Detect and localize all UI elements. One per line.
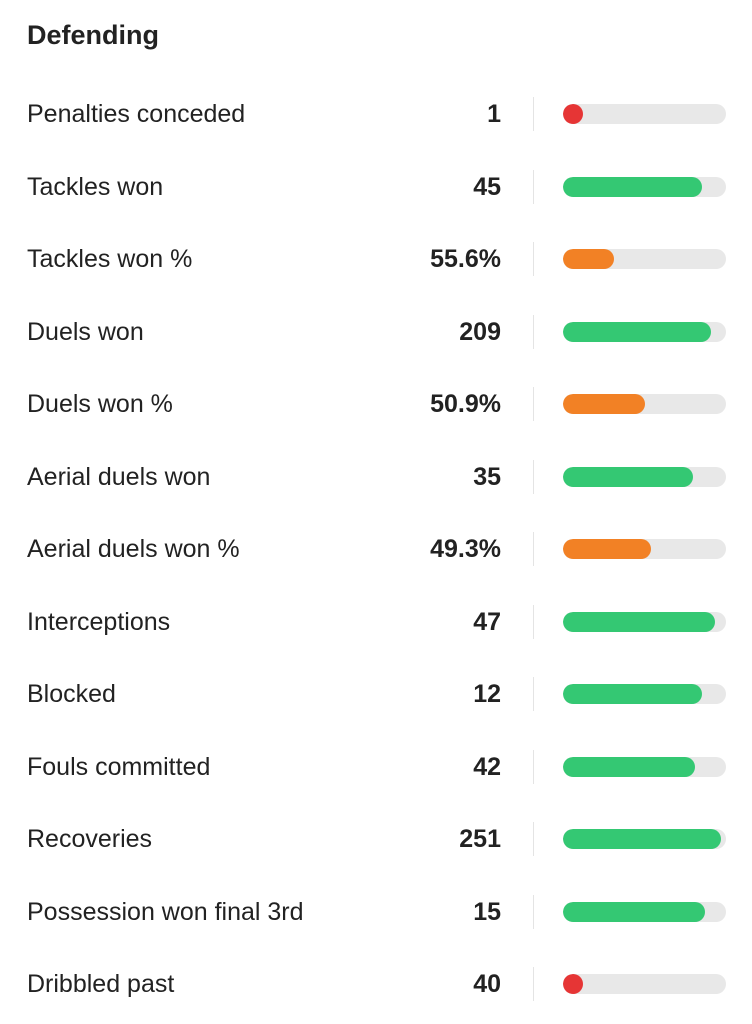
divider (533, 677, 534, 711)
stat-value: 1 (487, 100, 501, 128)
stat-label: Recoveries (27, 825, 153, 853)
stat-bar (563, 176, 726, 197)
stat-bar-fill (563, 684, 702, 704)
stat-label: Aerial duels won (27, 462, 211, 491)
section-title: Defending (27, 20, 159, 50)
stat-bar-fill (563, 394, 645, 414)
stat-value: 209 (459, 317, 501, 346)
stat-bar (563, 321, 726, 342)
stat-row-fouls-committed: Fouls committed 42 (0, 731, 752, 804)
stat-bar (563, 611, 726, 632)
stat-bar (563, 394, 726, 414)
stat-row-tackles-won: Tackles won 45 (0, 151, 752, 224)
stat-label: Possession won final 3rd (27, 897, 304, 926)
stat-label: Penalties conceded (27, 100, 246, 128)
stat-bar (563, 974, 726, 994)
stat-value: 45 (473, 172, 501, 201)
stat-bar (563, 684, 726, 704)
divider (533, 894, 534, 929)
stat-bar (563, 756, 726, 777)
stat-label: Tackles won % (27, 245, 193, 273)
stat-list: Penalties conceded 1 Tackles won 45 Tack… (0, 78, 752, 1021)
stat-value: 12 (473, 680, 501, 708)
stat-bar-fill (563, 756, 696, 777)
stat-label: Interceptions (27, 607, 171, 636)
stat-bar-fill (563, 829, 722, 849)
divider (533, 822, 534, 856)
stat-bar-fill (563, 249, 614, 269)
stat-bar (563, 466, 726, 487)
divider (533, 749, 534, 784)
stat-row-duels-won: Duels won 209 (0, 296, 752, 369)
divider (533, 532, 534, 566)
stat-row-aerial-duels-won: Aerial duels won 35 (0, 441, 752, 514)
stat-label: Duels won (27, 317, 144, 346)
stat-row-possession-won-final-3rd: Possession won final 3rd 15 (0, 876, 752, 949)
stat-bar-fill (563, 176, 702, 197)
stat-label: Aerial duels won % (27, 535, 240, 563)
stat-bar (563, 539, 726, 559)
stat-label: Duels won % (27, 390, 173, 418)
stat-row-interceptions: Interceptions 47 (0, 586, 752, 659)
stat-label: Fouls committed (27, 752, 211, 781)
stat-bar-fill (563, 901, 705, 922)
stat-bar-fill (563, 611, 715, 632)
stat-value: 15 (473, 897, 501, 926)
stat-bar (563, 829, 726, 849)
stat-row-aerial-duels-won-percent: Aerial duels won % 49.3% (0, 513, 752, 586)
divider (533, 169, 534, 204)
stat-bar (563, 249, 726, 269)
stat-label: Blocked (27, 680, 116, 708)
stat-value: 40 (473, 970, 501, 998)
stat-value: 47 (473, 607, 501, 636)
stat-row-blocked: Blocked 12 (0, 658, 752, 731)
divider (533, 242, 534, 276)
stat-bar (563, 901, 726, 922)
stat-bar-fill (563, 539, 652, 559)
stat-value: 251 (459, 825, 501, 853)
stat-label: Tackles won (27, 172, 164, 201)
stat-bar-fill (563, 321, 712, 342)
stat-value: 50.9% (430, 390, 501, 418)
stat-value: 35 (473, 462, 501, 491)
stat-label: Dribbled past (27, 970, 175, 998)
stat-row-recoveries: Recoveries 251 (0, 803, 752, 876)
stat-value: 55.6% (430, 245, 501, 273)
stat-bar-fill (563, 466, 694, 487)
stat-value: 42 (473, 752, 501, 781)
divider (533, 387, 534, 421)
stat-row-dribbled-past: Dribbled past 40 (0, 948, 752, 1021)
stat-bar-fill (563, 974, 583, 994)
stat-bar (563, 104, 726, 124)
stat-bar-fill (563, 104, 583, 124)
stat-row-penalties-conceded: Penalties conceded 1 (0, 78, 752, 151)
divider (533, 459, 534, 494)
divider (533, 967, 534, 1001)
stat-row-tackles-won-percent: Tackles won % 55.6% (0, 223, 752, 296)
stat-value: 49.3% (430, 535, 501, 563)
divider (533, 604, 534, 639)
divider (533, 97, 534, 131)
stat-row-duels-won-percent: Duels won % 50.9% (0, 368, 752, 441)
divider (533, 314, 534, 349)
